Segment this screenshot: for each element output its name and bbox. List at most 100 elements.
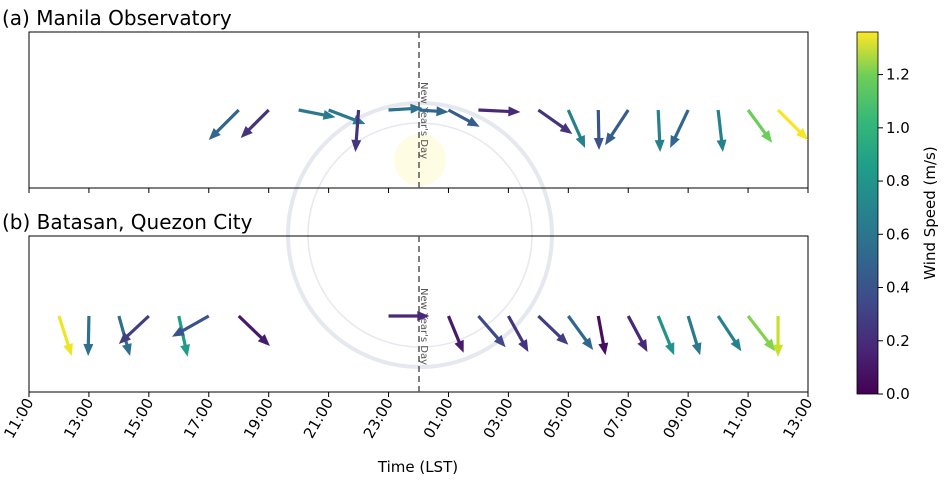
- arrow-shape: [237, 314, 270, 346]
- wind-arrow: [656, 315, 675, 356]
- arrow-shape: [477, 314, 506, 348]
- wind-arrow: [478, 106, 521, 117]
- wind-arrow: [776, 108, 809, 140]
- x-tick-label: 11:00: [719, 395, 756, 441]
- wind-arrow: [298, 108, 336, 120]
- wind-arrow: [537, 108, 573, 135]
- x-tick-label: 01:00: [420, 395, 457, 441]
- wind-arrow: [670, 109, 690, 149]
- arrow-shape: [776, 108, 809, 140]
- x-tick-label: 05:00: [540, 395, 577, 441]
- wind-arrow: [746, 315, 776, 352]
- x-tick-label: 15:00: [120, 395, 157, 441]
- wind-arrow: [593, 109, 604, 151]
- x-tick-label: 13:00: [779, 395, 816, 441]
- x-tick-label: 19:00: [240, 395, 277, 441]
- arrow-shape: [746, 315, 776, 352]
- arrow-shape: [596, 315, 609, 356]
- colorbar-tick-label: 0.8: [886, 172, 910, 190]
- wind-arrow: [388, 311, 430, 321]
- colorbar-tick-label: 0.4: [886, 279, 910, 297]
- wind-arrow: [83, 315, 94, 357]
- new-years-label-b: New Year's Day: [418, 288, 429, 365]
- arrow-shape: [593, 109, 604, 151]
- x-tick-label: 03:00: [480, 395, 517, 441]
- colorbar-label: Wind Speed (m/s): [921, 146, 939, 279]
- arrow-shape: [605, 109, 630, 146]
- arrow-shape: [118, 314, 150, 345]
- new-years-marker-a: New Year's Day: [418, 32, 429, 188]
- arrow-shape: [686, 315, 702, 356]
- wind-arrow: [446, 315, 464, 353]
- wind-arrow: [596, 315, 609, 356]
- arrow-shape: [656, 315, 675, 356]
- x-tick-label: 07:00: [599, 395, 636, 441]
- arrow-shape: [418, 106, 449, 117]
- arrow-shape: [746, 109, 773, 143]
- wind-arrow: [57, 315, 73, 357]
- arrow-shape: [773, 316, 784, 357]
- x-tick-label: 23:00: [360, 395, 397, 441]
- wind-arrow: [567, 315, 594, 350]
- wind-arrow: [208, 108, 240, 140]
- wind-arrow: [716, 109, 727, 152]
- x-tick-label: 21:00: [300, 395, 337, 441]
- arrow-shape: [566, 109, 586, 149]
- panel-a-title: (a) Manila Observatory: [2, 6, 232, 30]
- colorbar-tick-label: 1.2: [886, 66, 910, 84]
- arrow-shape: [626, 315, 648, 352]
- arrow-shape: [447, 108, 480, 127]
- arrow-shape: [670, 109, 690, 149]
- arrow-shape: [351, 109, 362, 152]
- arrow-shape: [83, 315, 94, 357]
- colorbar-tick-label: 0.2: [886, 332, 910, 350]
- wind-arrow: [716, 315, 742, 352]
- new-years-label-a: New Year's Day: [418, 82, 429, 159]
- arrow-shape: [240, 108, 270, 139]
- arrow-shape: [57, 315, 73, 357]
- colorbar: [856, 31, 879, 395]
- arrow-shape: [177, 315, 190, 357]
- wind-arrow: [605, 109, 630, 146]
- wind-arrow: [171, 314, 210, 337]
- arrow-shape: [171, 314, 210, 337]
- wind-arrow: [537, 314, 569, 345]
- x-tick-label: 11:00: [0, 395, 37, 441]
- arrow-shape: [388, 103, 423, 114]
- panel-b-arrows: [57, 311, 784, 357]
- arrow-shape: [478, 106, 521, 117]
- wind-arrow: [686, 315, 702, 356]
- arrow-shape: [208, 108, 240, 140]
- wind-arrow: [447, 108, 480, 127]
- x-axis-label: Time (LST): [377, 458, 458, 476]
- wind-arrow: [654, 109, 665, 153]
- wind-arrow: [477, 314, 506, 348]
- wind-arrow: [118, 314, 150, 345]
- wind-arrow: [746, 109, 773, 143]
- x-tick-label: 17:00: [180, 395, 217, 441]
- x-tick-label: 09:00: [659, 395, 696, 441]
- wind-arrow: [566, 109, 586, 149]
- wind-arrow: [506, 315, 529, 353]
- arrow-shape: [567, 315, 594, 350]
- colorbar-tick-label: 0.0: [886, 385, 910, 403]
- arrow-shape: [446, 315, 464, 353]
- colorbar-ticks: 0.0 0.2 0.4 0.6 0.8 1.0 1.2: [878, 66, 910, 403]
- colorbar-tick-label: 1.0: [886, 119, 910, 137]
- panel-a-arrows: [208, 103, 809, 153]
- wind-arrow: [418, 106, 449, 117]
- wind-arrow: [237, 314, 270, 346]
- new-years-marker-b: New Year's Day: [418, 236, 429, 392]
- wind-arrow: [388, 103, 423, 114]
- watermark-seal: [286, 101, 554, 369]
- wind-arrow: [626, 315, 648, 352]
- arrow-shape: [537, 108, 573, 135]
- arrow-shape: [537, 314, 569, 345]
- arrow-shape: [506, 315, 529, 353]
- colorbar-tick-label: 0.6: [886, 225, 910, 243]
- wind-arrow: [773, 316, 784, 357]
- wind-arrow: [177, 315, 190, 357]
- wind-arrow: [351, 109, 362, 152]
- arrow-shape: [328, 108, 366, 125]
